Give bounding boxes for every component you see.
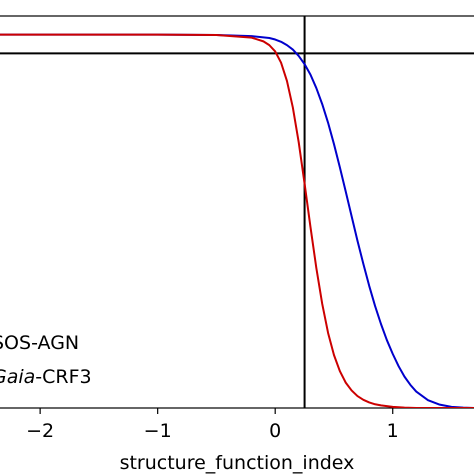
plot-frame — [0, 15, 474, 409]
legend-entry-1: Gaia-CRF3 — [0, 366, 92, 388]
x-tick-label: −1 — [144, 420, 172, 442]
x-axis-label: structure_function_index — [120, 452, 355, 474]
series-line-0 — [0, 33, 474, 408]
reference-lines — [0, 16, 474, 408]
x-axis-ticks: −2 −1 0 1 — [26, 408, 399, 442]
x-tick-label: 0 — [269, 420, 281, 442]
series-line-1 — [0, 33, 474, 408]
legend: SOS-AGN Gaia-CRF3 — [0, 332, 92, 388]
x-tick-label: 1 — [387, 420, 399, 442]
legend-entry-0: SOS-AGN — [0, 332, 79, 354]
x-tick-label: −2 — [26, 420, 54, 442]
series-lines — [0, 33, 474, 408]
